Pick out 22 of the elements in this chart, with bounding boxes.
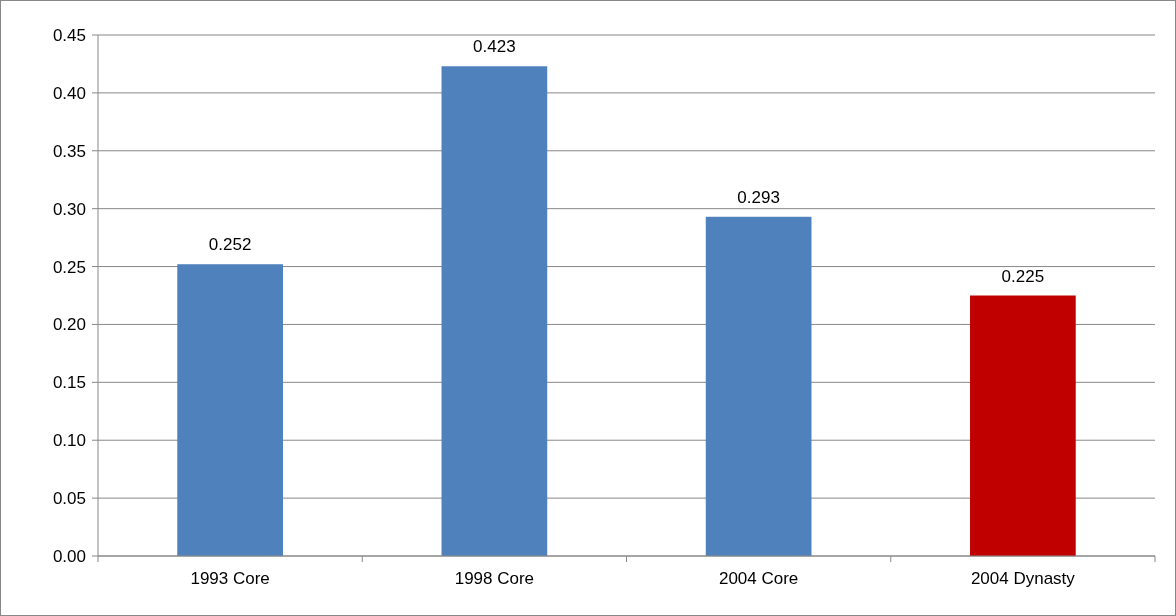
y-tick-label: 0.40 [52, 83, 86, 103]
y-tick-label: 0.10 [52, 431, 86, 451]
bar [970, 295, 1076, 556]
x-tick-label: 1998 Core [454, 569, 535, 588]
x-tick-label: 2004 Dynasty [970, 569, 1076, 588]
bar [705, 216, 812, 556]
y-tick-label: 0.00 [52, 546, 86, 566]
data-label: 0.293 [737, 187, 780, 207]
y-tick-label: 0.45 [52, 25, 86, 45]
y-tick-label: 0.25 [52, 257, 86, 277]
x-tick-label: 1993 Core [190, 569, 270, 588]
data-label: 0.423 [473, 37, 516, 57]
bar [177, 264, 283, 556]
data-label: 0.252 [208, 235, 252, 255]
y-tick-label: 0.05 [52, 489, 86, 509]
bar [441, 66, 548, 556]
y-tick-label: 0.15 [52, 373, 86, 393]
data-label: 0.225 [1001, 266, 1045, 286]
y-tick-label: 0.30 [52, 199, 86, 219]
y-tick-label: 0.35 [52, 141, 86, 161]
y-tick-label: 0.20 [52, 315, 86, 335]
x-tick-label: 2004 Core [718, 569, 799, 588]
